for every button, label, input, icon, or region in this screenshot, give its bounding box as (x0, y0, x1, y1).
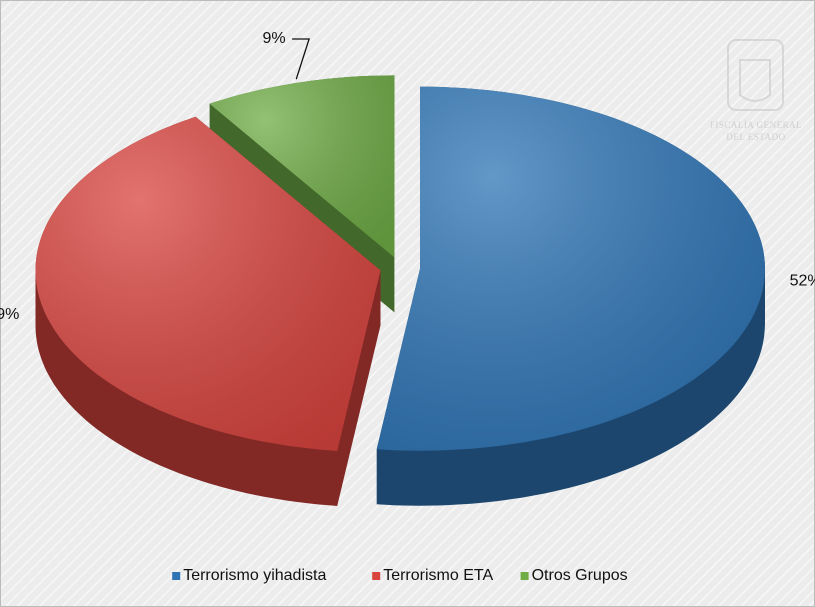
slice-shine (376, 86, 765, 451)
leader-line (292, 38, 310, 80)
legend-swatch (172, 572, 181, 580)
legend-label: Otros Grupos (532, 567, 628, 584)
watermark-text: DEL ESTADO (726, 132, 785, 142)
legend-swatch (520, 572, 529, 580)
legend-label: Terrorismo ETA (383, 567, 493, 584)
data-label: 9% (263, 30, 286, 47)
legend-swatch (372, 572, 381, 580)
slice-shine (209, 75, 395, 258)
watermark-text: FISCALÍA GENERAL (710, 120, 802, 130)
legend-label: Terrorismo yihadista (183, 567, 326, 584)
data-label: 52% (790, 273, 815, 290)
watermark: FISCALÍA GENERAL DEL ESTADO (710, 39, 802, 142)
slice-shine (35, 116, 381, 451)
data-label: 39% (0, 306, 19, 323)
